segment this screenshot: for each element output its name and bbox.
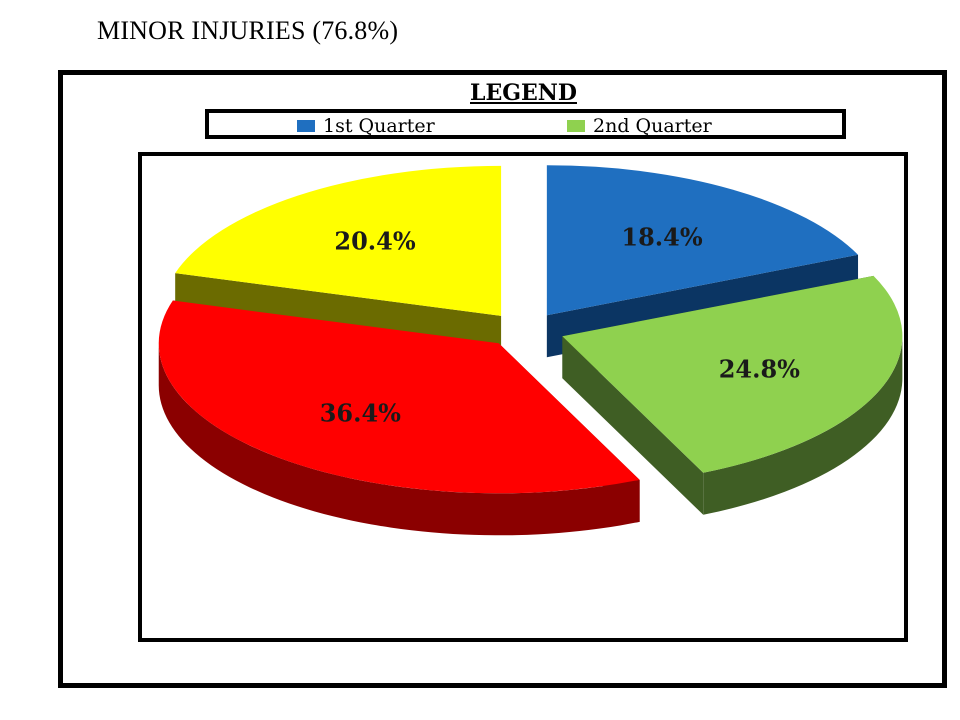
plot-area-frame xyxy=(138,152,908,642)
slice-18-4-top xyxy=(546,165,859,316)
legend-title: LEGEND xyxy=(470,80,577,106)
slice-24-8-top xyxy=(562,275,903,473)
legend-label-1st-quarter: 1st Quarter xyxy=(323,115,435,137)
chart-outer-frame xyxy=(58,70,947,688)
legend-swatch-2nd-quarter xyxy=(567,120,585,132)
slice-36-4-top xyxy=(158,300,640,494)
slice-20-4-label: 20.4% xyxy=(334,226,415,255)
legend-item-1st-quarter: 1st Quarter xyxy=(297,115,435,137)
slice-36-4-label: 36.4% xyxy=(320,398,401,427)
legend-swatch-1st-quarter xyxy=(297,120,315,132)
slice-18-4-label: 18.4% xyxy=(621,222,702,251)
slice-20-4-top xyxy=(175,165,502,316)
legend-item-2nd-quarter: 2nd Quarter xyxy=(567,115,712,137)
slice-24-8-label: 24.8% xyxy=(719,354,800,383)
legend: 1st Quarter 2nd Quarter xyxy=(205,109,846,139)
page-title: MINOR INJURIES (76.8%) xyxy=(97,16,399,45)
legend-label-2nd-quarter: 2nd Quarter xyxy=(593,115,712,137)
